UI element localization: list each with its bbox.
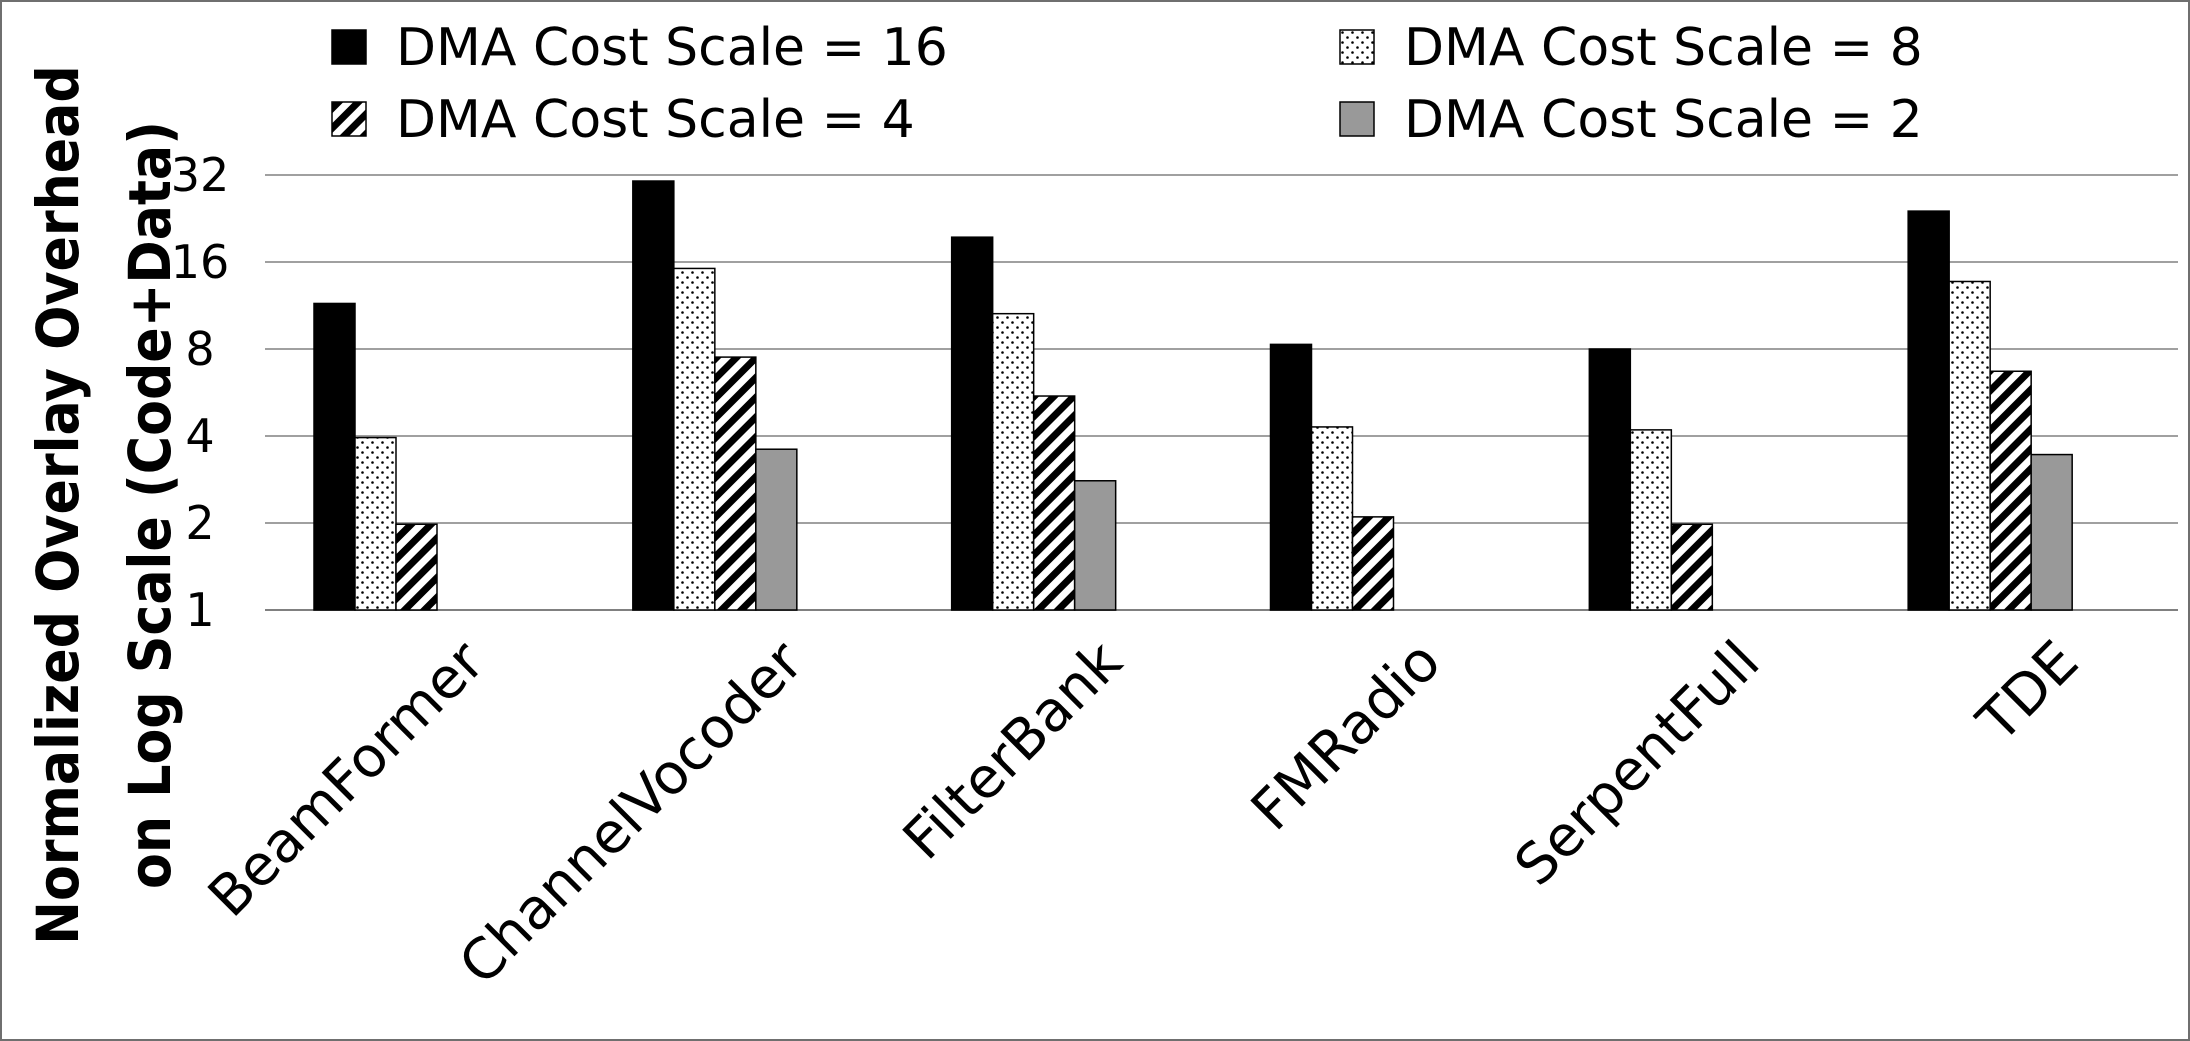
bar-SerpentFull-0 xyxy=(1588,348,1632,611)
y-tick-label: 16 xyxy=(171,235,230,289)
bar-ChannelVocoder-0 xyxy=(632,180,675,611)
bar-TDE-3 xyxy=(2030,453,2073,611)
bar-FilterBank-1 xyxy=(991,312,1035,611)
bar-ChannelVocoder-3 xyxy=(755,448,798,611)
bar-ChannelVocoder-1 xyxy=(673,267,716,611)
y-tick-labels: 1 2 4 8 16 32 xyxy=(171,148,230,637)
bars xyxy=(313,180,2073,611)
bar-TDE-0 xyxy=(1907,210,1950,611)
y-tick-label: 1 xyxy=(185,583,214,637)
y-axis-title-line: Normalized Overlay Overhead xyxy=(24,65,92,944)
y-tick-label: 32 xyxy=(171,148,230,202)
legend-label: DMA Cost Scale = 8 xyxy=(1404,18,1923,78)
bar-FMRadio-1 xyxy=(1310,426,1354,611)
bar-FilterBank-3 xyxy=(1073,480,1117,611)
bar-FMRadio-0 xyxy=(1269,343,1313,611)
bar-FilterBank-2 xyxy=(1032,395,1076,611)
legend-swatch xyxy=(331,101,367,137)
legend-swatch xyxy=(331,29,367,65)
bar-BeamFormer-2 xyxy=(395,523,438,611)
legend-swatch xyxy=(1339,29,1375,65)
bar-TDE-2 xyxy=(1989,370,2032,611)
legend-label: DMA Cost Scale = 16 xyxy=(396,18,948,78)
y-axis-title: Normalized Overlay Overhead on Log Scale … xyxy=(24,65,184,944)
y-axis-title-line: on Log Scale (Code+Data) xyxy=(116,121,184,889)
bar-ChannelVocoder-2 xyxy=(714,356,757,611)
legend-label: DMA Cost Scale = 4 xyxy=(396,90,915,150)
bar-SerpentFull-2 xyxy=(1670,523,1714,611)
legend-label: DMA Cost Scale = 2 xyxy=(1404,90,1923,150)
bar-TDE-1 xyxy=(1948,280,1991,611)
bar-BeamFormer-1 xyxy=(354,436,397,611)
y-tick-label: 8 xyxy=(185,322,214,376)
bar-SerpentFull-1 xyxy=(1629,429,1673,611)
legend-swatch xyxy=(1339,101,1375,137)
y-tick-label: 2 xyxy=(185,496,214,550)
bar-BeamFormer-0 xyxy=(313,302,356,611)
gridlines xyxy=(265,174,2178,611)
bar-FMRadio-2 xyxy=(1351,516,1395,611)
y-tick-label: 4 xyxy=(185,409,214,463)
bar-FilterBank-0 xyxy=(950,236,994,611)
legend: DMA Cost Scale = 16 DMA Cost Scale = 8 DMA… xyxy=(331,18,1923,150)
